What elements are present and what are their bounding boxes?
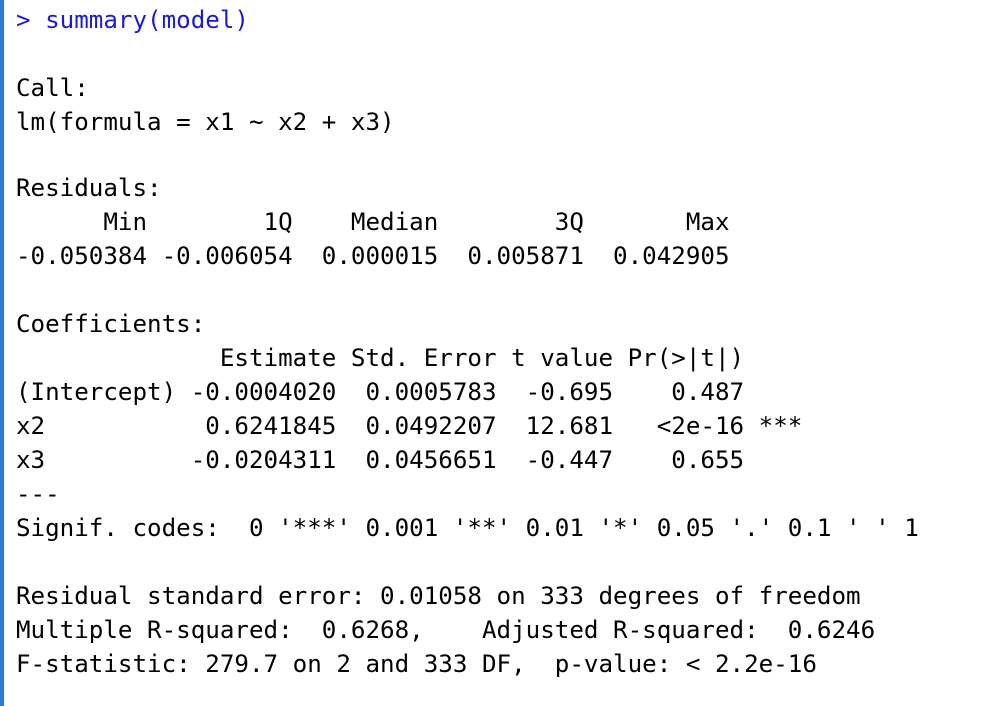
console-prompt-line[interactable]: > summary(model) [16,3,249,37]
output-line: Signif. codes: 0 '***' 0.001 '**' 0.01 '… [16,514,919,542]
output-line: x3 -0.0204311 0.0456651 -0.447 0.655 [16,446,803,474]
console-command: summary(model) [45,6,249,34]
output-line: (Intercept) -0.0004020 0.0005783 -0.695 … [16,378,803,406]
output-line: x2 0.6241845 0.0492207 12.681 <2e-16 *** [16,412,803,440]
output-line: --- [16,480,60,508]
output-line: Residuals: [16,174,162,202]
output-line: lm(formula = x1 ~ x2 + x3) [16,108,395,136]
prompt-symbol: > [16,6,31,34]
output-line: Multiple R-squared: 0.6268, Adjusted R-s… [16,616,890,644]
output-line: Call: [16,74,89,102]
output-line: Estimate Std. Error t value Pr(>|t|) [16,344,803,372]
output-line: Residual standard error: 0.01058 on 333 … [16,582,861,610]
output-line: Coefficients: [16,310,206,338]
output-line: -0.050384 -0.006054 0.000015 0.005871 0.… [16,242,745,270]
output-line: F-statistic: 279.7 on 2 and 333 DF, p-va… [16,650,817,678]
output-line: Min 1Q Median 3Q Max [16,208,745,236]
